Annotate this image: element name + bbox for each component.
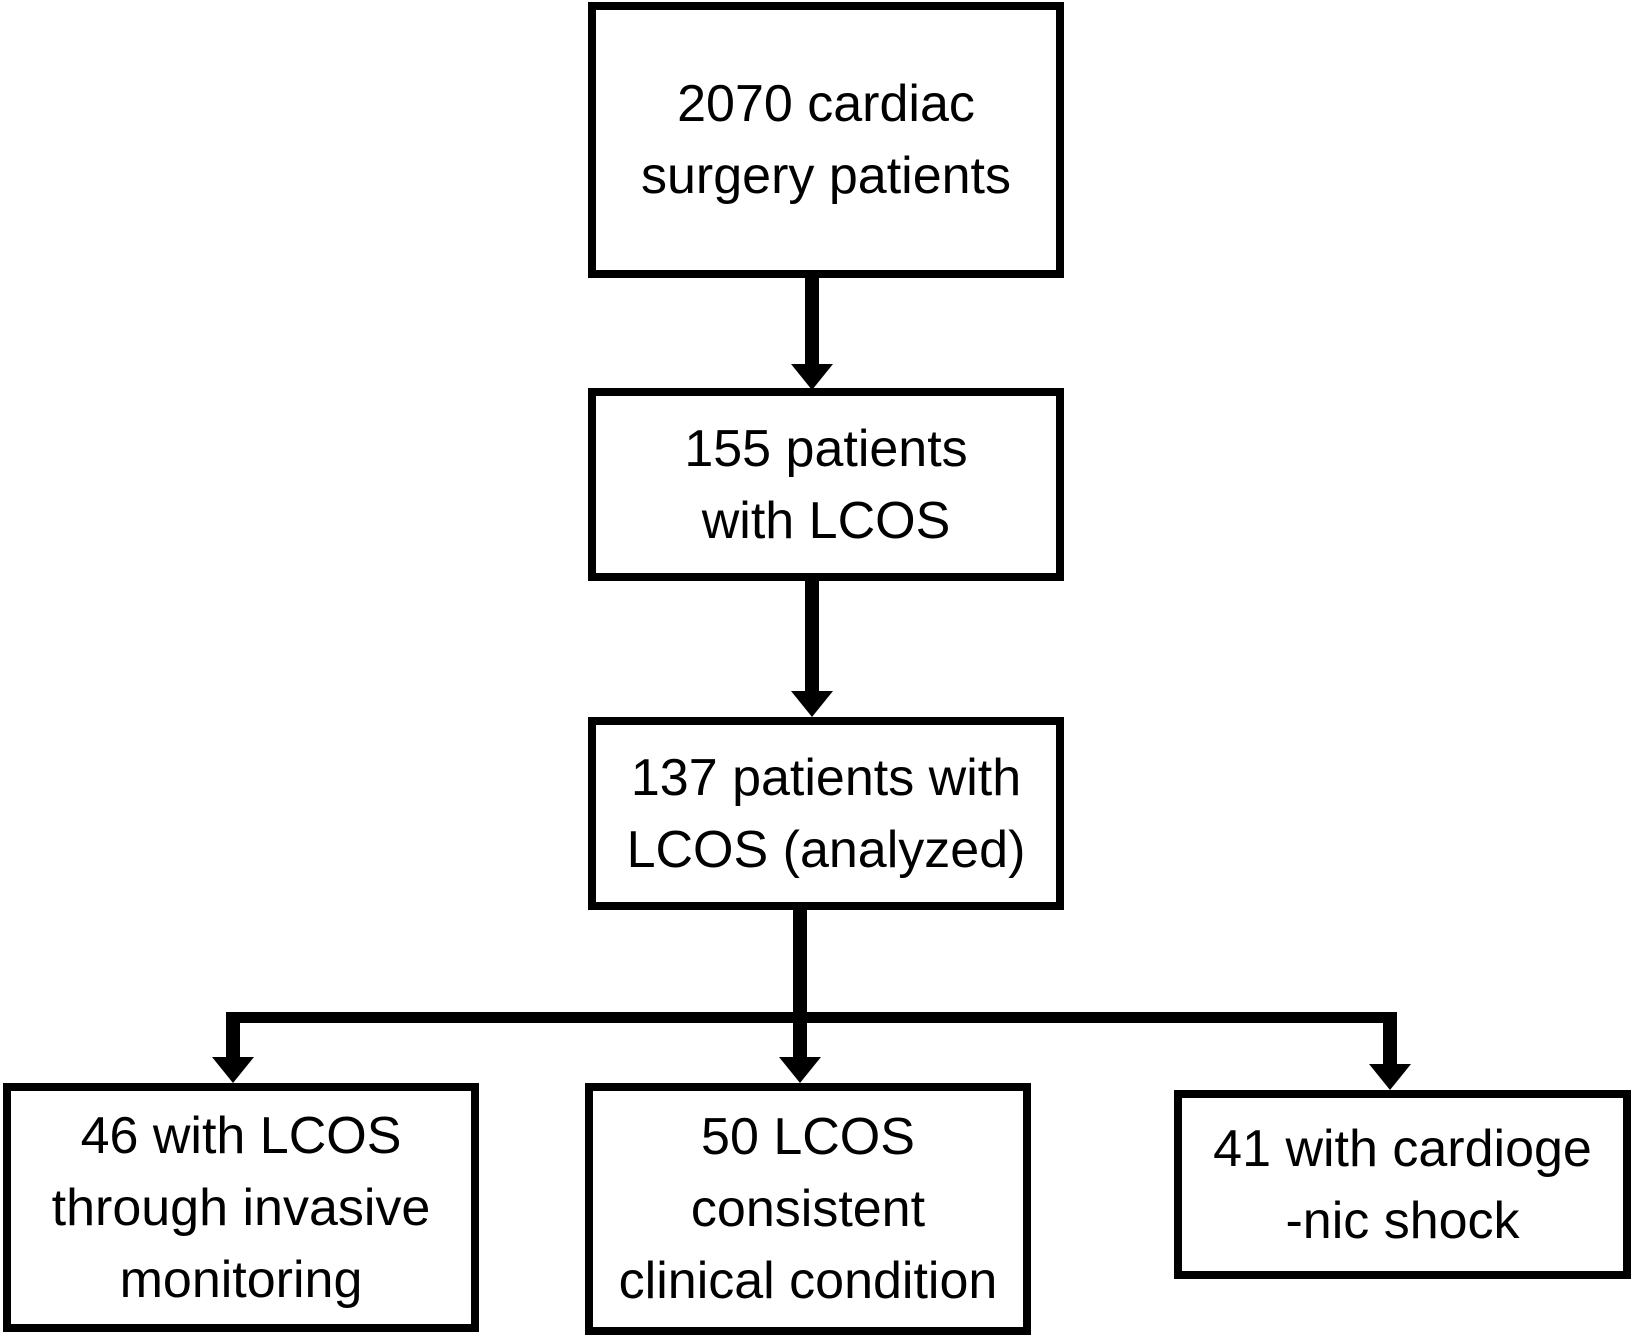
- arrow-line-total-to-155: [805, 278, 819, 364]
- node-text-line: through invasive: [51, 1178, 431, 1237]
- node-text-line: 50 LCOS: [701, 1108, 915, 1166]
- node-text-line: with LCOS: [701, 491, 951, 550]
- arrow-line-branch-right: [1383, 1012, 1397, 1064]
- node-text-line: surgery patients: [641, 147, 1011, 205]
- node-text-line: 41 with cardioge: [1213, 1119, 1592, 1178]
- arrowhead-down-icon: [212, 1057, 254, 1083]
- node-text-line: 2070 cardiac: [677, 75, 975, 133]
- node-text-line: consistent: [690, 1180, 926, 1238]
- branch-horizontal-line: [227, 1012, 1397, 1023]
- arrowhead-down-icon: [779, 1057, 821, 1083]
- arrowhead-down-icon: [791, 364, 833, 390]
- flow-node-lcos-analyzed-137: 137 patients with LCOS (analyzed): [588, 717, 1064, 910]
- arrow-line-branch-left: [226, 1012, 240, 1057]
- node-text-line: 137 patients with: [630, 748, 1022, 807]
- node-text-line: 155 patients: [684, 419, 968, 478]
- arrowhead-down-icon: [1369, 1064, 1411, 1090]
- node-text-line: monitoring: [119, 1250, 363, 1309]
- flow-node-cardiac-surgery-total: 2070 cardiac surgery patients: [588, 2, 1064, 278]
- node-text-line: LCOS (analyzed): [626, 820, 1026, 879]
- flow-node-cardiogenic-shock-41: 41 with cardioge -nic shock: [1174, 1090, 1631, 1279]
- node-text-line: clinical condition: [618, 1252, 998, 1310]
- flow-node-lcos-155: 155 patients with LCOS: [588, 388, 1064, 581]
- flow-node-clinical-condition-50: 50 LCOS consistent clinical condition: [585, 1083, 1031, 1335]
- arrow-line-137-trunk: [793, 910, 807, 1057]
- node-text-line: 46 with LCOS: [80, 1106, 402, 1165]
- arrowhead-down-icon: [791, 691, 833, 717]
- node-text-line: -nic shock: [1285, 1191, 1520, 1250]
- arrow-line-155-to-137: [805, 581, 819, 691]
- flow-node-invasive-monitoring-46: 46 with LCOS through invasive monitoring: [3, 1083, 479, 1332]
